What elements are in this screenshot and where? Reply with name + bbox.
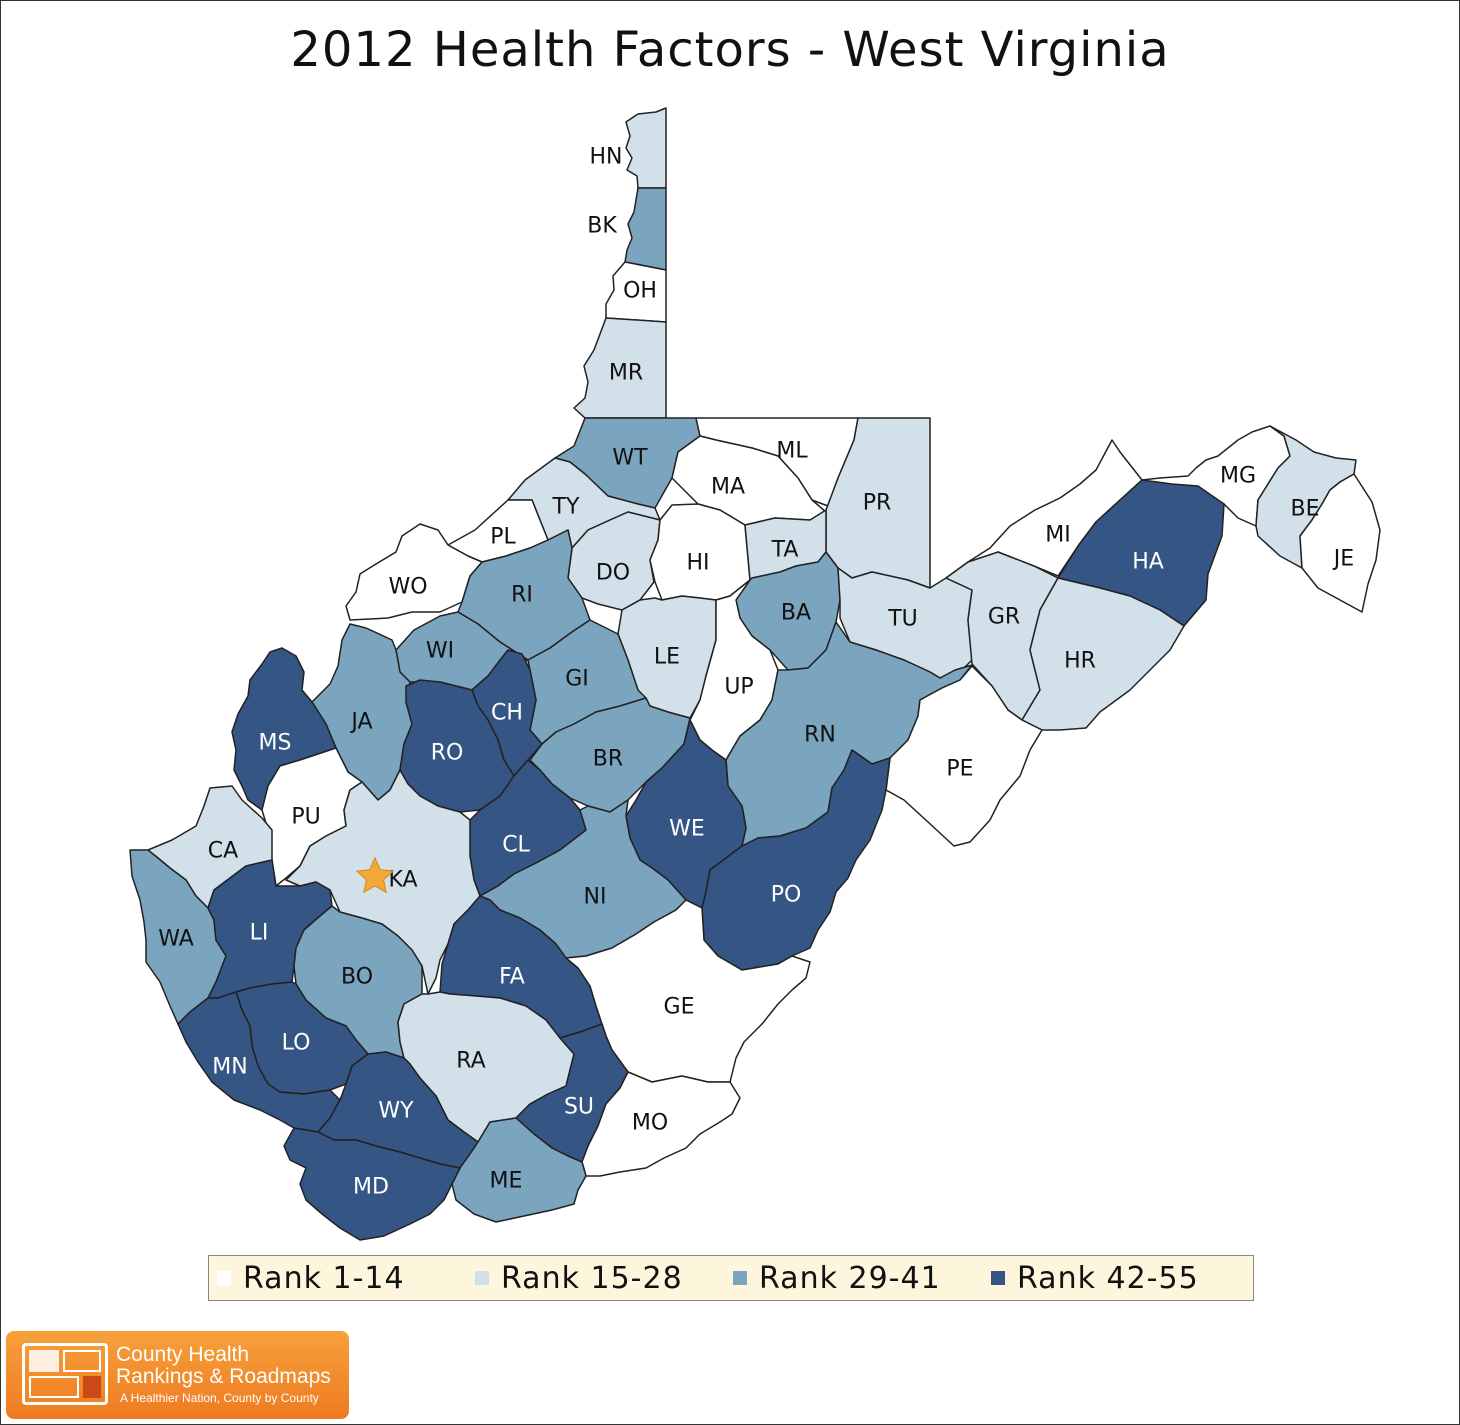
county-label-su: SU [564,1095,594,1120]
county-label-wy: WY [378,1099,414,1124]
county-label-ca: CA [208,839,238,864]
legend-swatch [217,1271,231,1285]
county-label-be: BE [1291,497,1320,522]
county-label-pe: PE [946,757,973,782]
county-label-do: DO [596,561,630,586]
county-label-ja: JA [349,710,372,735]
county-label-hr: HR [1064,649,1096,674]
county-label-hn: HN [590,145,623,170]
legend-swatch [991,1271,1005,1285]
county-label-ta: TA [771,538,799,563]
legend-label: Rank 1-14 [243,1260,405,1296]
county-label-rn: RN [804,723,836,748]
county-label-le: LE [654,645,680,670]
county-label-fa: FA [499,965,525,990]
county-label-ms: MS [259,731,292,756]
county-label-li: LI [250,921,269,946]
county-label-ch: CH [491,701,523,726]
county-bk[interactable] [624,187,667,271]
county-label-wo: WO [388,575,427,600]
logo-title-line2: Rankings & Roadmaps [116,1365,331,1388]
county-mr[interactable] [573,317,667,419]
legend-label: Rank 42-55 [1017,1260,1199,1296]
county-label-mo: MO [632,1111,668,1136]
county-label-ro: RO [431,741,464,766]
county-label-hi: HI [686,551,709,576]
county-hn[interactable] [625,107,667,189]
legend-label: Rank 29-41 [759,1260,941,1296]
county-label-je: JE [1332,547,1354,572]
county-label-cl: CL [502,833,530,858]
legend-label: Rank 15-28 [501,1260,683,1296]
county-label-ty: TY [552,495,580,520]
legend-item-rank-29-41: Rank 29-41 [733,1261,983,1296]
county-je[interactable] [1299,473,1381,613]
county-mn[interactable] [177,991,341,1133]
county-md[interactable] [283,1127,461,1241]
legend-swatch [733,1271,747,1285]
legend-swatch [475,1271,489,1285]
map-legend: Rank 1-14 Rank 15-28 Rank 29-41 Rank 42-… [208,1255,1254,1301]
county-mi[interactable] [945,439,1143,579]
county-mo[interactable] [581,1071,741,1177]
county-label-mr: MR [609,361,643,386]
county-label-mi: MI [1045,523,1070,548]
county-health-rankings-logo[interactable]: County Health Rankings & Roadmaps A Heal… [6,1331,349,1419]
county-label-po: PO [771,883,802,908]
county-label-pl: PL [490,525,516,550]
county-label-up: UP [724,675,753,700]
legend-item-rank-15-28: Rank 15-28 [475,1261,725,1296]
county-label-ge: GE [664,995,695,1020]
county-label-ml: ML [776,439,808,464]
legend-item-rank-42-55: Rank 42-55 [991,1261,1241,1296]
county-label-br: BR [593,747,623,772]
county-label-ha: HA [1132,550,1164,575]
logo-title-line1: County Health [116,1343,250,1366]
county-label-ka: KA [388,868,417,893]
county-label-me: ME [490,1169,523,1194]
logo-tagline: A Healthier Nation, County by County [120,1391,319,1405]
county-label-mn: MN [212,1055,247,1080]
county-label-ma: MA [711,475,745,500]
county-hr[interactable] [1021,577,1185,731]
county-oh[interactable] [605,261,667,323]
county-label-pu: PU [291,805,320,830]
county-label-wi: WI [426,639,454,664]
county-label-mg: MG [1220,464,1256,489]
logo-mark-icon [22,1343,108,1405]
west-virginia-map: HN BK OH MR WT ML MA PR TY PL DO HI TA W… [129,107,1381,1241]
county-label-md: MD [353,1175,389,1200]
county-label-tu: TU [887,607,918,632]
capital-star-icon [355,856,395,894]
legend-item-rank-1-14: Rank 1-14 [217,1261,467,1296]
county-label-oh: OH [623,279,657,304]
county-label-gr: GR [988,605,1020,630]
map-title: 2012 Health Factors - West Virginia [290,22,1170,78]
county-label-we: WE [669,817,705,842]
county-label-gi: GI [565,667,589,692]
county-label-bk: BK [587,214,617,239]
county-label-bo: BO [341,965,373,990]
county-label-lo: LO [282,1031,311,1056]
county-label-ri: RI [511,583,533,608]
county-label-ra: RA [456,1049,485,1074]
county-label-pr: PR [863,491,892,516]
county-label-ni: NI [584,885,607,910]
county-label-ba: BA [781,601,811,626]
county-label-wa: WA [158,927,194,952]
county-me[interactable] [451,1117,587,1223]
county-label-wt: WT [612,446,648,471]
